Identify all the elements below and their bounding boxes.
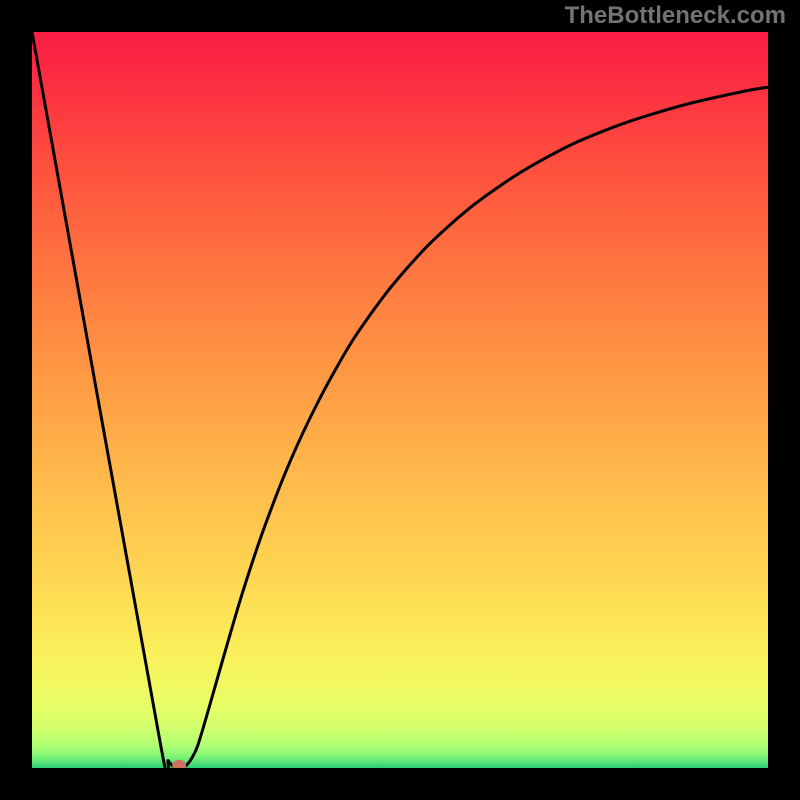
curve-layer: [32, 32, 768, 768]
chart-root: { "image": { "width": 800, "height": 800…: [0, 0, 800, 800]
bottleneck-curve: [32, 32, 768, 768]
watermark-text: TheBottleneck.com: [565, 2, 786, 30]
optimum-marker: [172, 760, 186, 768]
plot-area: [32, 32, 768, 768]
